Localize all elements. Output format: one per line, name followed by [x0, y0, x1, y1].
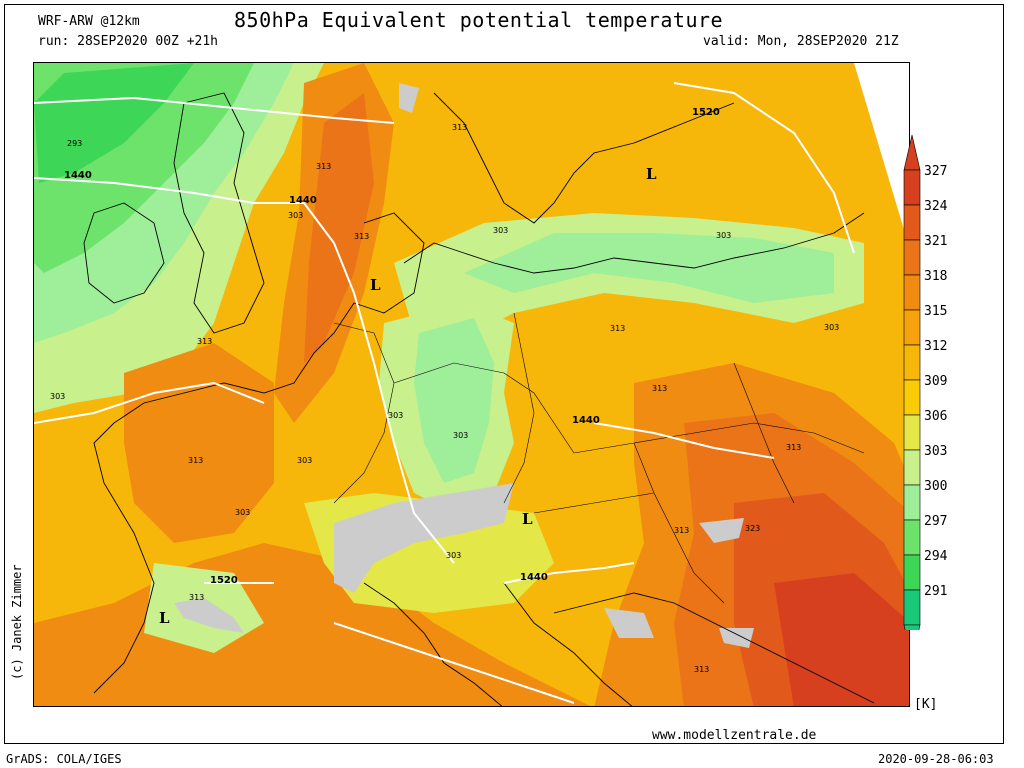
theta-e-label: 313 — [674, 526, 689, 535]
colorbar-tick-label: 309 — [924, 374, 947, 389]
colorbar-tick-label: 297 — [924, 514, 947, 529]
geopotential-label-1440-center: 1440 — [572, 415, 600, 426]
model-label: WRF-ARW @12km — [38, 14, 140, 29]
colorbar-swatch — [903, 449, 921, 486]
central-tongue-inner — [414, 318, 494, 483]
website-label: www.modellzentrale.de — [652, 728, 817, 743]
colorbar-tick-label: 312 — [924, 339, 947, 354]
colorbar-tick-label: 324 — [924, 199, 948, 214]
geopotential-label-1520-sw: 1520 — [210, 575, 238, 586]
alps-terrain-mask — [334, 483, 514, 593]
weather-map: 1440 1440 1520 1440 1440 1520 293 313 31… — [34, 63, 909, 706]
coastlines — [83, 92, 875, 706]
theta-e-label: 303 — [716, 231, 731, 240]
theta-e-label: 313 — [452, 123, 467, 132]
theta-e-label: 313 — [189, 593, 204, 602]
colorbar-tick-label: 321 — [924, 234, 947, 249]
colorbar-swatch — [903, 274, 921, 311]
balkan-terrain-mask — [719, 628, 754, 648]
colorbar-tick-label: 294 — [924, 549, 948, 564]
low-pressure-label: L — [370, 276, 381, 294]
colorbar-swatch — [903, 554, 921, 591]
theta-e-label: 313 — [354, 232, 369, 241]
colorbar-swatch — [903, 344, 921, 381]
colorbar-top-arrow — [903, 134, 921, 171]
warm-band-core — [304, 93, 374, 363]
colorbar-tick-label: 318 — [924, 269, 947, 284]
theta-e-label: 303 — [297, 456, 312, 465]
colorbar-tick-label: 315 — [924, 304, 947, 319]
theta-e-label: 303 — [388, 411, 403, 420]
map-area: 1440 1440 1520 1440 1440 1520 293 313 31… — [33, 62, 910, 707]
colorbar-swatch — [903, 379, 921, 416]
theta-e-label: 313 — [188, 456, 203, 465]
colorbar-swatch — [903, 239, 921, 276]
geopotential-label-1520-ne: 1520 — [692, 107, 720, 118]
theta-e-label: 313 — [652, 384, 667, 393]
theta-e-label: 313 — [786, 443, 801, 452]
colorbar-tick-label: 300 — [924, 479, 947, 494]
grads-credit-label: GrADS: COLA/IGES — [6, 752, 122, 766]
colorbar-legend: 327 324 321 318 315 312 309 306 303 300 297 294 291 — [903, 134, 948, 630]
run-label: run: 28SEP2020 00Z +21h — [38, 34, 219, 49]
colorbar-swatch — [903, 589, 921, 626]
geopotential-label-1440-nw: 1440 — [64, 170, 92, 181]
baltic-band-inner — [464, 233, 834, 303]
colorbar-swatch — [903, 414, 921, 451]
colorbar-tick-label: 291 — [924, 584, 947, 599]
pyrenees-terrain-mask — [174, 598, 244, 633]
theta-e-label: 303 — [493, 226, 508, 235]
colorbar-tick-label: 327 — [924, 164, 947, 179]
theta-e-label: 313 — [610, 324, 625, 333]
timestamp-label: 2020-09-28-06:03 — [878, 752, 994, 766]
colorbar-tick-label: 303 — [924, 444, 947, 459]
geopotential-label-1440-south: 1440 — [520, 572, 548, 583]
chart-frame — [4, 4, 1004, 744]
colorbar-tick-label: 306 — [924, 409, 947, 424]
colorbar-swatch — [903, 169, 921, 206]
theta-e-label: 313 — [316, 162, 331, 171]
unit-label: [K] — [914, 697, 938, 712]
geopotential-contours — [34, 82, 855, 704]
theta-e-label: 303 — [288, 211, 303, 220]
theta-e-label: 313 — [694, 665, 709, 674]
low-pressure-label: L — [522, 510, 533, 528]
dinaric-terrain-mask — [604, 608, 654, 638]
colorbar-bottom-arrow — [903, 624, 921, 630]
low-pressure-label: L — [646, 165, 657, 183]
theta-e-label: 293 — [67, 139, 82, 148]
colorbar-swatch — [903, 309, 921, 346]
colorbar-swatch — [903, 519, 921, 556]
credit-label: (c) Janek Zimmer — [10, 564, 24, 680]
theta-e-label: 303 — [446, 551, 461, 560]
theta-e-label: 313 — [197, 337, 212, 346]
theta-e-label: 303 — [453, 431, 468, 440]
colorbar-swatch — [903, 484, 921, 521]
low-pressure-label: L — [159, 609, 170, 627]
map-title: 850hPa Equivalent potential temperature — [234, 8, 724, 32]
cold-core — [34, 63, 194, 183]
carpathian-terrain-mask-1 — [699, 518, 744, 543]
geopotential-label-1440-north: 1440 — [289, 195, 317, 206]
theta-e-label: 303 — [50, 392, 65, 401]
norway-terrain-mask — [399, 83, 419, 113]
hot-core — [774, 573, 909, 706]
colorbar-swatch — [903, 204, 921, 241]
theta-e-label: 303 — [235, 508, 250, 517]
theta-e-label: 323 — [745, 524, 760, 533]
country-borders — [333, 312, 865, 604]
valid-time-label: valid: Mon, 28SEP2020 21Z — [703, 34, 899, 49]
theta-e-label: 303 — [824, 323, 839, 332]
